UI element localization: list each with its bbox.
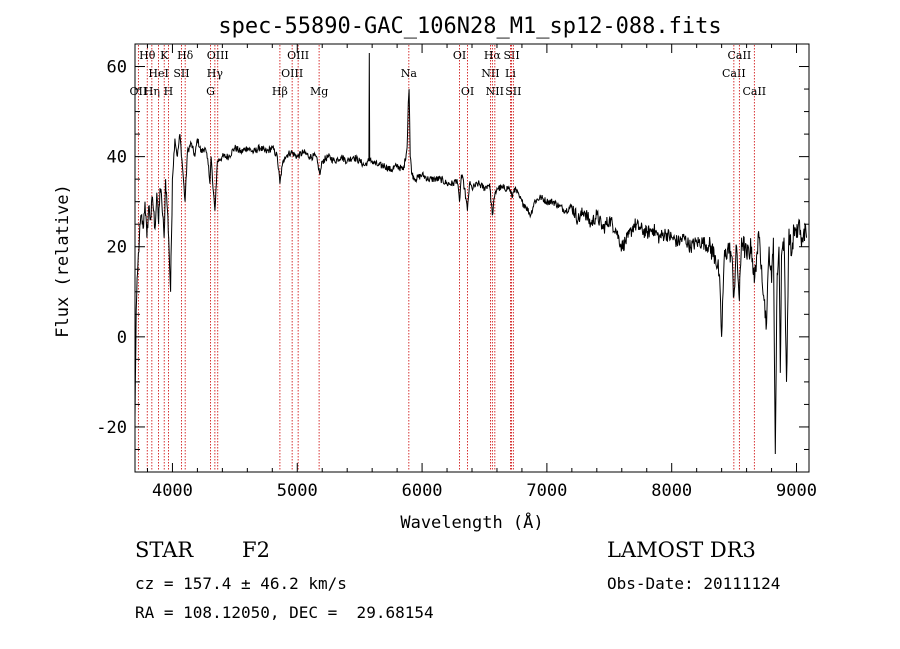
- spectrum-line: [135, 52, 807, 455]
- line-label: OI: [453, 49, 466, 62]
- line-label: OIII: [281, 67, 303, 80]
- line-label: OII: [130, 85, 148, 98]
- y-tick-label: -20: [96, 418, 127, 438]
- y-tick-label: 0: [117, 328, 127, 348]
- line-label: Hγ: [207, 67, 224, 80]
- line-label: CaII: [742, 85, 766, 98]
- observation-date: Obs-Date: 20111124: [607, 574, 781, 593]
- line-label: CaII: [722, 67, 746, 80]
- line-label: HeI: [148, 67, 168, 80]
- redshift-velocity: cz = 157.4 ± 46.2 km/s: [135, 574, 347, 593]
- axes-layer: 4000 5000 6000 7000 8000 9000 -20 0 20 40 60: [96, 43, 817, 501]
- coordinates: RA = 108.12050, DEC = 29.68154: [135, 603, 434, 622]
- x-tick-label: 9000: [776, 481, 817, 501]
- emission-line-markers: OII Hθ Hη HeI K H SII Hδ G Hγ OIII Hβ OIII OIII Mg Na OI…: [130, 45, 766, 471]
- y-tick-label: 60: [107, 58, 127, 78]
- line-label: SII: [173, 67, 189, 80]
- y-axis-label: Flux (relative): [53, 184, 73, 338]
- object-class: STAR: [135, 538, 194, 562]
- x-tick-label: 5000: [277, 481, 318, 501]
- x-axis-label: Wavelength (Å): [400, 511, 543, 533]
- line-label: Hη: [144, 85, 160, 98]
- line-label: Hα: [484, 49, 502, 62]
- x-tick-label: 7000: [526, 481, 567, 501]
- x-tick-label: 4000: [152, 481, 193, 501]
- line-label: G: [206, 85, 215, 98]
- line-label: K: [160, 49, 169, 62]
- y-tick-label: 40: [107, 148, 127, 168]
- line-label: H: [164, 85, 174, 98]
- x-tick-label: 8000: [651, 481, 692, 501]
- survey-name: LAMOST DR3: [607, 538, 756, 562]
- line-label: OIII: [287, 49, 309, 62]
- line-label: NII: [486, 85, 504, 98]
- line-label: CaII: [728, 49, 752, 62]
- line-label: Hδ: [177, 49, 194, 62]
- object-subclass: F2: [242, 538, 270, 562]
- line-label: SII: [503, 49, 519, 62]
- line-label: Hθ: [139, 49, 156, 62]
- line-label: Hβ: [272, 85, 288, 98]
- y-tick-label: 20: [107, 238, 127, 258]
- x-tick-label: 6000: [402, 481, 443, 501]
- spectrum-layer: [135, 52, 807, 455]
- line-label: Na: [401, 67, 418, 80]
- plot-frame: [134, 43, 810, 473]
- line-label: OIII: [207, 49, 229, 62]
- line-label: Li: [505, 67, 516, 80]
- line-label: NII: [481, 67, 499, 80]
- line-label: Mg: [310, 85, 328, 98]
- chart-title: spec-55890-GAC_106N28_M1_sp12-088.fits: [218, 14, 721, 39]
- line-label: SII: [505, 85, 521, 98]
- line-label: OI: [461, 85, 474, 98]
